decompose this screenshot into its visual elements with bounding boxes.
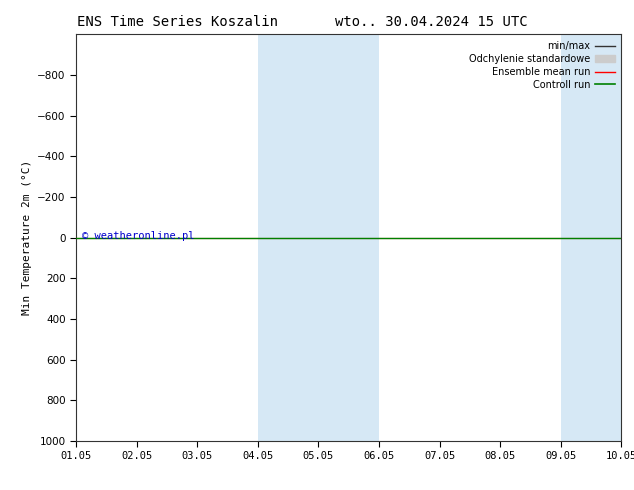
Bar (560, 34, 591, 441)
Bar (258, 34, 318, 441)
Text: wto.. 30.04.2024 15 UTC: wto.. 30.04.2024 15 UTC (335, 15, 527, 29)
Bar (591, 34, 621, 441)
Bar (318, 34, 379, 441)
Y-axis label: Min Temperature 2m (°C): Min Temperature 2m (°C) (22, 160, 32, 315)
Legend: min/max, Odchylenie standardowe, Ensemble mean run, Controll run: min/max, Odchylenie standardowe, Ensembl… (465, 37, 618, 94)
Text: © weatheronline.pl: © weatheronline.pl (82, 231, 194, 241)
Text: ENS Time Series Koszalin: ENS Time Series Koszalin (77, 15, 278, 29)
